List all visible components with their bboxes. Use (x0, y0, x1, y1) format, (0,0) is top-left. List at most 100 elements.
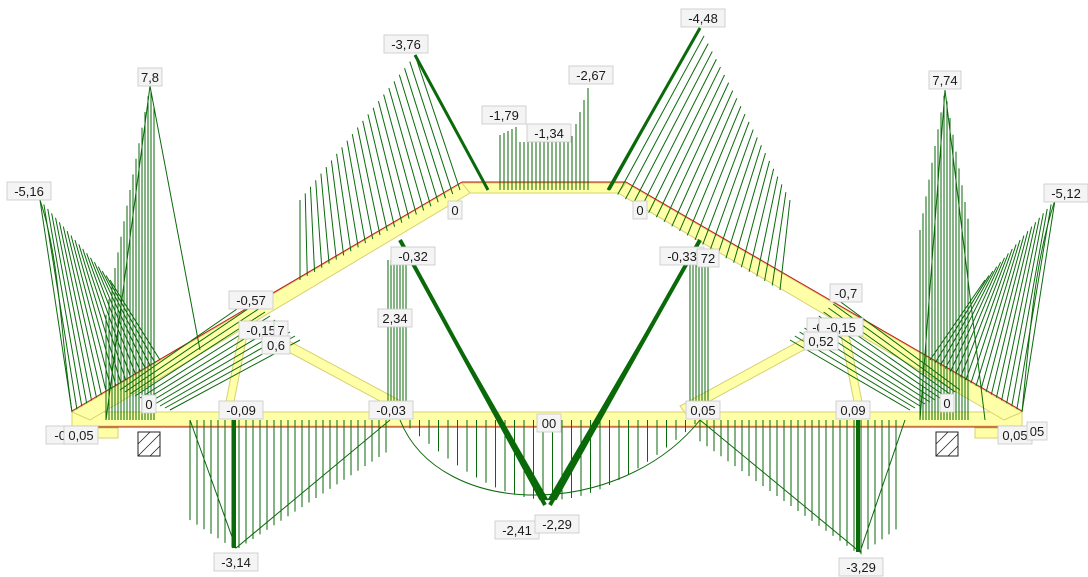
hatch-top-left-rafter (336, 153, 352, 252)
svg-text:0,05: 0,05 (690, 403, 715, 418)
hatch-right-end (980, 235, 1025, 390)
hatch-top-right-rafter (671, 90, 734, 227)
hatch-right-end (1006, 213, 1044, 404)
svg-text:0: 0 (636, 203, 643, 218)
svg-text:-0,15: -0,15 (826, 320, 856, 335)
svg-text:-2,41: -2,41 (502, 523, 532, 538)
hatch-right-end (949, 262, 1002, 372)
label-bottom-right: -3,29 (838, 557, 884, 577)
right-support (935, 431, 959, 457)
svg-text:05: 05 (1030, 424, 1044, 439)
hatch-top-left-rafter (351, 133, 374, 240)
hatch-right-end (955, 257, 1005, 375)
hatch-top-right-rafter (771, 192, 787, 286)
hatch-top-left-rafter (393, 81, 432, 207)
hatch-left-end (82, 248, 127, 381)
truss-members (59, 181, 1031, 439)
hatch-left-strut (124, 303, 256, 393)
outline-center-arc (399, 419, 701, 496)
svg-text:-1,79: -1,79 (489, 108, 519, 123)
outline-center-right (548, 239, 702, 506)
svg-text:-4,48: -4,48 (688, 11, 718, 26)
svg-text:-0,09: -0,09 (226, 403, 256, 418)
svg-text:-0,03: -0,03 (376, 403, 406, 418)
svg-text:0: 0 (145, 397, 152, 412)
label-post-left: 2,34 (377, 308, 413, 328)
hatch-top-left-rafter (404, 68, 446, 199)
svg-text:-0,15: -0,15 (246, 323, 276, 338)
hatch-left-end (90, 257, 137, 375)
hatch-right-end (1021, 199, 1056, 413)
svg-text:7: 7 (277, 323, 284, 338)
hatch-left-end (105, 275, 156, 364)
outline-top-left (413, 54, 490, 191)
hatch-right-end (995, 222, 1037, 398)
supports (137, 431, 959, 457)
hatch-right-end (985, 230, 1029, 392)
hatch-top-right-rafter (686, 105, 742, 236)
label-strut-right-b: -0,15 (818, 317, 864, 337)
svg-text:-2,29: -2,29 (542, 517, 572, 532)
label-chord-center: 00 (536, 413, 562, 433)
hatch-left-end (70, 235, 112, 390)
hatch-right-end (934, 275, 990, 364)
outline-left-end (39, 199, 73, 413)
label-bottom-center-right: -2,29 (534, 514, 580, 534)
hatch-left-end (55, 217, 93, 401)
label-strut-left-c: 0,6 (261, 335, 291, 355)
hatch-top-left-rafter (315, 180, 323, 268)
label-top-mid-right: -2,67 (568, 65, 614, 85)
label-right-support-zero: 0 (939, 393, 955, 413)
hatch-left-strut (119, 299, 251, 391)
svg-text:-0: -0 (812, 320, 824, 335)
hatch-top-left-rafter (304, 193, 308, 276)
svg-text:-5,12: -5,12 (1051, 186, 1081, 201)
hatch-right-end (1016, 204, 1052, 410)
hatch-right-end (944, 266, 998, 369)
svg-text:0,52: 0,52 (808, 334, 833, 349)
outline-center-left (398, 239, 547, 506)
svg-text:0,09: 0,09 (840, 403, 865, 418)
label-top-right-diag: -4,48 (680, 8, 726, 28)
label-bottom-left: -3,14 (213, 552, 259, 572)
outline-right-lobe (699, 419, 906, 553)
hatch-top-right-rafter (632, 51, 713, 204)
left-support (137, 431, 161, 457)
label-top-mid-left: -1,79 (481, 105, 527, 125)
svg-text:0: 0 (451, 203, 458, 218)
label-strut-left-top: -0,57 (228, 290, 274, 310)
hatch-right-end (1011, 208, 1048, 407)
label-right-end-top: -5,12 (1043, 183, 1088, 203)
hatch-top-right-rafter (640, 59, 717, 209)
hatch-top-right-rafter (709, 129, 754, 250)
hatch-left-end (47, 208, 83, 407)
hatch-right-end (960, 253, 1009, 378)
label-strut-right-c: 0,52 (803, 331, 839, 351)
hatch-top-left-rafter (362, 120, 388, 232)
svg-text:0,05: 0,05 (1002, 428, 1027, 443)
label-left-end-b: 0,05 (63, 425, 99, 445)
outline-left-lobe (189, 419, 391, 549)
hatch-right-end (990, 226, 1033, 395)
label-top-mid-center: -1,34 (526, 123, 572, 143)
hatch-top-left-rafter (309, 186, 316, 272)
hatch-top-right-rafter (779, 199, 791, 291)
hatch-top-left-rafter (320, 173, 330, 264)
svg-text:-3,14: -3,14 (221, 555, 251, 570)
label-strut-right-top: -0,7 (829, 283, 863, 303)
label-top-left-diag: -3,76 (383, 34, 429, 54)
label-chord-left: -0,09 (218, 400, 264, 420)
svg-text:-0,33: -0,33 (667, 249, 697, 264)
svg-text:-5,16: -5,16 (14, 184, 44, 199)
hatch-left-end (39, 199, 73, 413)
hatch-top-right-rafter (679, 98, 738, 232)
svg-text:72: 72 (701, 251, 715, 266)
label-left-end-top: -5,16 (6, 181, 52, 201)
svg-text:0,6: 0,6 (267, 338, 285, 353)
hatch-right-end (939, 270, 994, 367)
hatch-top-left-rafter (409, 61, 454, 195)
hatch-left-end (109, 279, 161, 361)
hatch-right-strut (837, 299, 961, 391)
hatch-right-end (965, 248, 1013, 381)
